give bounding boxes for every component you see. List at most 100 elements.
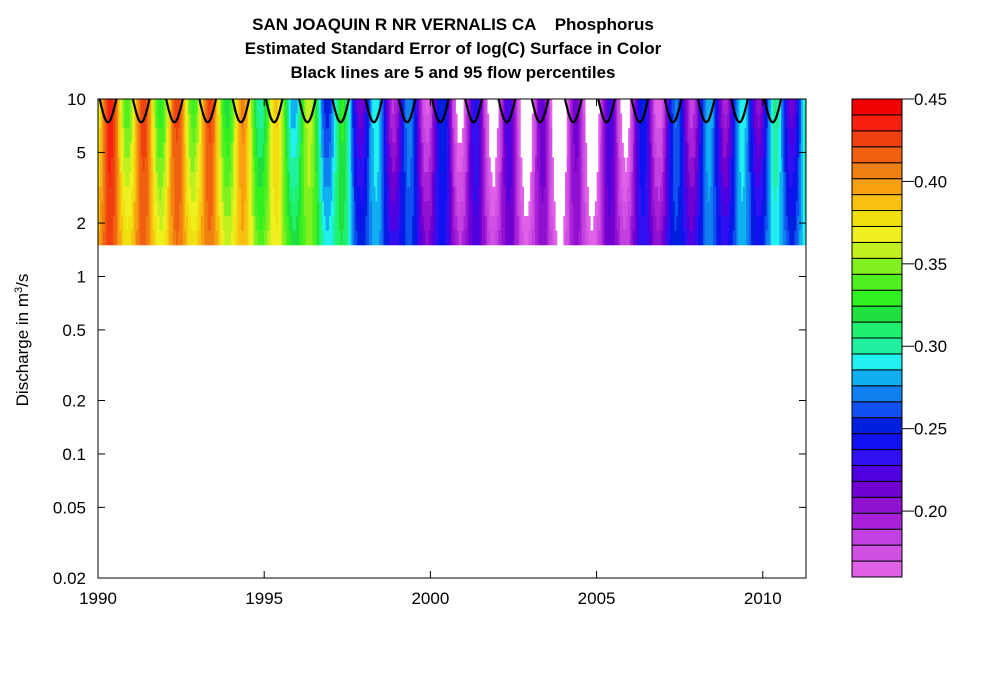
surface-cell	[264, 113, 267, 129]
surface-cell	[400, 201, 403, 217]
surface-cell	[579, 128, 583, 144]
surface-cell	[485, 230, 488, 246]
surface-cell	[387, 215, 390, 232]
surface-cell	[129, 215, 132, 232]
surface-cell	[616, 230, 619, 246]
surface-cell	[287, 113, 290, 129]
surface-cell	[114, 128, 117, 144]
surface-cell	[570, 201, 573, 217]
surface-cell	[402, 142, 405, 159]
surface-cell	[460, 215, 463, 232]
surface-cell	[717, 215, 721, 232]
surface-cell	[481, 172, 485, 188]
surface-cell	[117, 186, 121, 202]
surface-cell	[415, 99, 418, 115]
surface-cell	[604, 201, 608, 217]
surface-cell	[194, 113, 197, 129]
surface-cell	[201, 142, 204, 159]
surface-cell	[161, 186, 164, 202]
surface-cell	[766, 113, 769, 129]
surface-cell	[741, 128, 744, 144]
surface-cell	[749, 142, 752, 159]
surface-cell	[159, 142, 162, 159]
surface-cell	[102, 113, 106, 129]
surface-cell	[712, 142, 716, 159]
surface-cell	[661, 113, 664, 129]
surface-cell	[121, 113, 124, 129]
surface-cell	[618, 186, 621, 202]
surface-cell	[142, 99, 146, 115]
surface-cell	[717, 142, 721, 159]
surface-cell	[244, 230, 247, 246]
surface-cell	[653, 230, 656, 246]
surface-cell	[230, 142, 234, 159]
surface-cell	[636, 157, 639, 173]
surface-cell	[340, 157, 343, 173]
surface-cell	[370, 142, 373, 159]
surface-cell	[307, 215, 310, 232]
surface-cell	[538, 157, 541, 173]
surface-cell	[249, 230, 252, 246]
surface-cell	[418, 157, 422, 173]
surface-cell	[116, 230, 119, 246]
surface-cell	[759, 215, 762, 232]
surface-cell	[430, 157, 433, 173]
surface-cell	[284, 201, 287, 217]
surface-cell	[157, 128, 161, 144]
surface-cell	[149, 113, 152, 129]
surface-cell	[442, 157, 445, 173]
surface-cell	[126, 128, 129, 144]
surface-cell	[473, 230, 476, 246]
surface-cell	[334, 113, 337, 129]
surface-cell	[412, 157, 415, 173]
surface-cell	[427, 157, 430, 173]
surface-cell	[737, 201, 741, 217]
surface-cell	[707, 172, 711, 188]
surface-cell	[787, 113, 790, 129]
surface-cell	[638, 201, 641, 217]
surface-cell	[197, 201, 200, 217]
surface-cell	[746, 113, 749, 129]
surface-cell	[383, 99, 387, 115]
surface-cell	[156, 172, 159, 188]
surface-cell	[548, 157, 551, 173]
surface-cell	[435, 215, 438, 232]
surface-cell	[388, 157, 392, 173]
surface-cell	[224, 230, 227, 246]
surface-cell	[639, 186, 643, 202]
surface-cell	[378, 186, 382, 202]
surface-cell	[207, 201, 210, 217]
surface-cell	[417, 99, 420, 115]
surface-cell	[355, 142, 358, 159]
surface-cell	[249, 186, 252, 202]
surface-cell	[310, 113, 313, 129]
surface-cell	[201, 201, 204, 217]
surface-cell	[325, 186, 328, 202]
surface-cell	[664, 230, 667, 246]
surface-cell	[535, 215, 538, 232]
surface-cell	[277, 113, 280, 129]
surface-cell	[802, 186, 805, 202]
surface-cell	[292, 113, 295, 129]
surface-cell	[370, 215, 373, 232]
surface-cell	[614, 230, 618, 246]
surface-cell	[174, 215, 177, 232]
surface-cell	[186, 128, 189, 144]
surface-cell	[520, 186, 523, 202]
surface-cell	[573, 172, 576, 188]
surface-cell	[616, 113, 619, 129]
surface-cell	[791, 172, 794, 188]
surface-cell	[418, 113, 422, 129]
surface-cell	[568, 99, 571, 115]
surface-cell	[633, 172, 636, 188]
surface-cell	[594, 201, 598, 217]
surface-cell	[345, 113, 348, 129]
surface-cell	[553, 230, 556, 246]
surface-cell	[594, 230, 598, 246]
surface-cell	[325, 157, 328, 173]
surface-cell	[799, 230, 802, 246]
surface-cell	[224, 215, 227, 232]
surface-cell	[287, 172, 290, 188]
surface-cell	[247, 215, 250, 232]
surface-cell	[254, 186, 257, 202]
